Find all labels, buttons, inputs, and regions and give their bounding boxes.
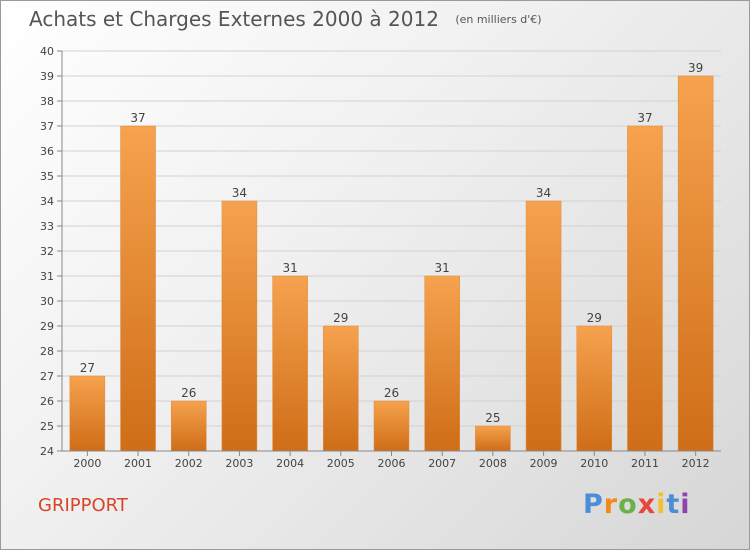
value-label: 34 <box>536 186 551 200</box>
y-tick-label: 33 <box>40 220 54 233</box>
chart-title-text: Achats et Charges Externes 2000 à 2012 <box>29 7 439 31</box>
y-tick-label: 27 <box>40 370 54 383</box>
y-tick-label: 32 <box>40 245 54 258</box>
value-label: 31 <box>435 261 450 275</box>
value-label: 37 <box>130 111 145 125</box>
proxiti-logo[interactable]: Proxiti <box>583 489 691 520</box>
value-label: 25 <box>485 411 500 425</box>
bar-2001 <box>120 125 156 452</box>
logo-letter: P <box>583 489 604 520</box>
axes: 24 25 26 27 28 29 30 31 32 33 34 35 36 37 38 39 40 2000 20… <box>40 45 721 470</box>
x-tick-label: 2007 <box>428 457 456 470</box>
y-tick-label: 30 <box>40 295 54 308</box>
chart-title: Achats et Charges Externes 2000 à 2012 (… <box>29 7 542 31</box>
y-tick-label: 28 <box>40 345 54 358</box>
x-tick-label: 2009 <box>530 457 558 470</box>
x-tick-label: 2006 <box>378 457 406 470</box>
y-tick-label: 29 <box>40 320 54 333</box>
value-label: 39 <box>688 61 703 75</box>
value-label: 29 <box>587 311 602 325</box>
bar-2009 <box>525 200 562 452</box>
bar-2000 <box>69 375 106 452</box>
x-tick-label: 2008 <box>479 457 507 470</box>
bar-2010 <box>576 325 613 452</box>
y-tick-label: 35 <box>40 170 54 183</box>
bar-2006 <box>373 400 410 452</box>
logo-letter: i <box>656 489 667 520</box>
y-tick-label: 24 <box>40 445 54 458</box>
bar-2007 <box>424 275 460 452</box>
logo-letter: r <box>603 489 619 520</box>
value-label: 31 <box>282 261 297 275</box>
x-tick-label: 2002 <box>175 457 203 470</box>
y-tick-label: 26 <box>40 395 54 408</box>
value-label: 29 <box>333 311 348 325</box>
x-tick-label: 2004 <box>276 457 304 470</box>
chart-subtitle: (en milliers d'€) <box>455 13 542 26</box>
y-tick-label: 37 <box>40 120 54 133</box>
y-tick-label: 38 <box>40 95 54 108</box>
x-tick-label: 2000 <box>73 457 101 470</box>
x-tick-label: 2005 <box>327 457 355 470</box>
y-tick-label: 36 <box>40 145 54 158</box>
logo-letter: t <box>666 489 681 520</box>
bar-2011 <box>627 125 663 452</box>
x-tick-label: 2003 <box>225 457 253 470</box>
value-label: 26 <box>181 386 196 400</box>
x-tick-label: 2001 <box>124 457 152 470</box>
value-label: 34 <box>232 186 247 200</box>
y-tick-label: 40 <box>40 45 54 58</box>
bar-2002 <box>170 400 207 452</box>
y-tick-label: 25 <box>40 420 54 433</box>
y-tick-label: 31 <box>40 270 54 283</box>
bar-2012 <box>677 75 714 452</box>
x-tick-label: 2010 <box>580 457 608 470</box>
bar-2008 <box>475 425 511 452</box>
bars: 27 37 26 34 31 29 26 31 25 34 29 37 39 <box>69 61 714 452</box>
value-label: 27 <box>80 361 95 375</box>
bar-2004 <box>272 275 308 452</box>
bar-2003 <box>221 200 258 452</box>
value-label: 37 <box>637 111 652 125</box>
y-tick-label: 34 <box>40 195 54 208</box>
logo-letter: i <box>680 489 691 520</box>
bar-2005 <box>323 325 359 452</box>
value-label: 26 <box>384 386 399 400</box>
x-tick-label: 2012 <box>682 457 710 470</box>
logo-letter: x <box>637 489 657 520</box>
logo-letter: o <box>618 489 638 520</box>
x-tick-label: 2011 <box>631 457 659 470</box>
place-name: GRIPPORT <box>38 495 128 516</box>
y-tick-label: 39 <box>40 70 54 83</box>
